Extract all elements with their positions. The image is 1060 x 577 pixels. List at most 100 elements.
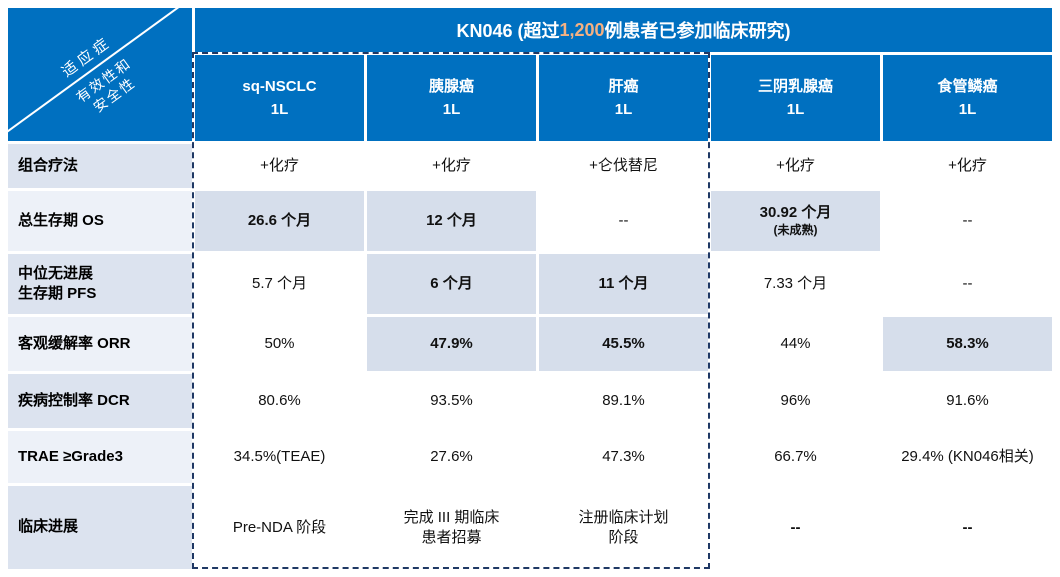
table-cell-value: 93.5% [430, 392, 473, 410]
table-cell: -- [539, 191, 708, 251]
table-cell: 注册临床计划 阶段 [539, 486, 708, 569]
table-cell: 91.6% [883, 374, 1052, 428]
table-cell-value: -- [790, 518, 801, 536]
corner-header: 适应症 有效性和 安全性 [8, 8, 192, 141]
table-cell-value: 34.5%(TEAE) [233, 448, 326, 466]
table-cell: 58.3% [883, 317, 1052, 371]
table-cell-value: 12 个月 [426, 212, 477, 230]
corner-rotated-labels: 适应症 有效性和 安全性 [8, 8, 192, 141]
table-cell: 34.5%(TEAE) [195, 431, 364, 483]
table-cell-value: 完成 III 期临床 患者招募 [403, 509, 500, 546]
column-phase: 1L [442, 100, 461, 118]
table-cell-value: -- [962, 212, 973, 230]
table-cell-value: Pre-NDA 阶段 [232, 518, 327, 536]
table-cell-value: +仑伐替尼 [589, 157, 658, 175]
row-label: 总生存期 OS [8, 191, 192, 251]
table-cell-value: 47.3% [602, 448, 645, 466]
table-cell: 66.7% [711, 431, 880, 483]
column-name: 肝癌 [608, 77, 639, 95]
row-label: 中位无进展 生存期 PFS [8, 254, 192, 314]
row-label: 疾病控制率 DCR [8, 374, 192, 428]
table-cell: 89.1% [539, 374, 708, 428]
banner-prefix: KN046 (超过 [456, 21, 560, 41]
table-cell-value: 27.6% [430, 448, 473, 466]
banner-title: KN046 (超过 1,200 例患者已参加临床研究) [195, 8, 1052, 52]
column-name: sq-NSCLC [242, 77, 317, 95]
table-cell-subnote: (未成熟) [773, 223, 818, 238]
table-cell: -- [711, 486, 880, 569]
table-cell-value: 11 个月 [598, 275, 649, 293]
column-header-sq-nsclc: sq-NSCLC 1L [195, 55, 364, 141]
table-cell-value: 5.7 个月 [251, 275, 308, 293]
table-cell: 6 个月 [367, 254, 536, 314]
table-cell: 96% [711, 374, 880, 428]
table-cell: +仑伐替尼 [539, 144, 708, 188]
column-name: 三阴乳腺癌 [757, 77, 833, 95]
table-cell: +化疗 [711, 144, 880, 188]
table-cell-value: +化疗 [432, 157, 471, 175]
table-cell: 12 个月 [367, 191, 536, 251]
table-cell-value: 7.33 个月 [763, 275, 828, 293]
table-cell: 完成 III 期临床 患者招募 [367, 486, 536, 569]
table-cell: 26.6 个月 [195, 191, 364, 251]
banner-suffix: 例患者已参加临床研究) [604, 21, 791, 41]
table-cell-value: 注册临床计划 阶段 [578, 509, 669, 546]
row-label: 组合疗法 [8, 144, 192, 188]
table-grid: 适应症 有效性和 安全性 KN046 (超过 1,200 例患者已参加临床研究)… [8, 8, 1052, 569]
table-cell-value: 29.4% (KN046相关) [901, 448, 1034, 466]
column-header-tnbc: 三阴乳腺癌 1L [711, 55, 880, 141]
table-cell-value: 44% [780, 335, 811, 353]
row-label: TRAE ≥Grade3 [8, 431, 192, 483]
column-phase: 1L [958, 100, 977, 118]
column-phase: 1L [270, 100, 289, 118]
table-cell-value: -- [962, 275, 973, 293]
table-cell: 50% [195, 317, 364, 371]
table-cell-value: 26.6 个月 [247, 212, 312, 230]
banner-patient-count: 1,200 [559, 19, 605, 40]
corner-label-efficacy-safety: 有效性和 安全性 [8, 8, 192, 141]
table-cell-value: -- [962, 518, 973, 536]
table-cell: -- [883, 254, 1052, 314]
table-cell: -- [883, 486, 1052, 569]
column-name: 食管鳞癌 [937, 77, 998, 95]
table-cell: 80.6% [195, 374, 364, 428]
table-cell-value: 58.3% [946, 335, 989, 353]
table-cell-value: -- [618, 212, 629, 230]
column-header-escc: 食管鳞癌 1L [883, 55, 1052, 141]
table-cell-value: 45.5% [602, 335, 645, 353]
table-cell: 27.6% [367, 431, 536, 483]
table-cell: 30.92 个月 (未成熟) [711, 191, 880, 251]
table-cell-value: +化疗 [948, 157, 987, 175]
table-cell-value: 50% [264, 335, 295, 353]
table-cell-value: 89.1% [602, 392, 645, 410]
table-cell: 47.9% [367, 317, 536, 371]
table-cell-value: +化疗 [260, 157, 299, 175]
table-cell: 29.4% (KN046相关) [883, 431, 1052, 483]
table-cell: Pre-NDA 阶段 [195, 486, 364, 569]
column-header-pancreatic: 胰腺癌 1L [367, 55, 536, 141]
table-cell-value: +化疗 [776, 157, 815, 175]
column-header-liver: 肝癌 1L [539, 55, 708, 141]
column-phase: 1L [786, 100, 805, 118]
table-cell: +化疗 [883, 144, 1052, 188]
table-cell-value: 66.7% [774, 448, 817, 466]
table-cell: +化疗 [195, 144, 364, 188]
row-label: 客观缓解率 ORR [8, 317, 192, 371]
table-cell-value: 30.92 个月 [759, 203, 832, 221]
table-cell: 44% [711, 317, 880, 371]
column-phase: 1L [614, 100, 633, 118]
table-cell-value: 96% [780, 392, 811, 410]
table-cell: 5.7 个月 [195, 254, 364, 314]
table-cell: 93.5% [367, 374, 536, 428]
table-cell-value: 91.6% [946, 392, 989, 410]
table-cell: -- [883, 191, 1052, 251]
table-cell: 7.33 个月 [711, 254, 880, 314]
table-cell: 47.3% [539, 431, 708, 483]
table-cell: +化疗 [367, 144, 536, 188]
table-cell-value: 6 个月 [430, 275, 473, 293]
table-cell-value: 47.9% [430, 335, 473, 353]
table-cell-value: 80.6% [258, 392, 301, 410]
row-label: 临床进展 [8, 486, 192, 569]
column-name: 胰腺癌 [428, 77, 474, 95]
